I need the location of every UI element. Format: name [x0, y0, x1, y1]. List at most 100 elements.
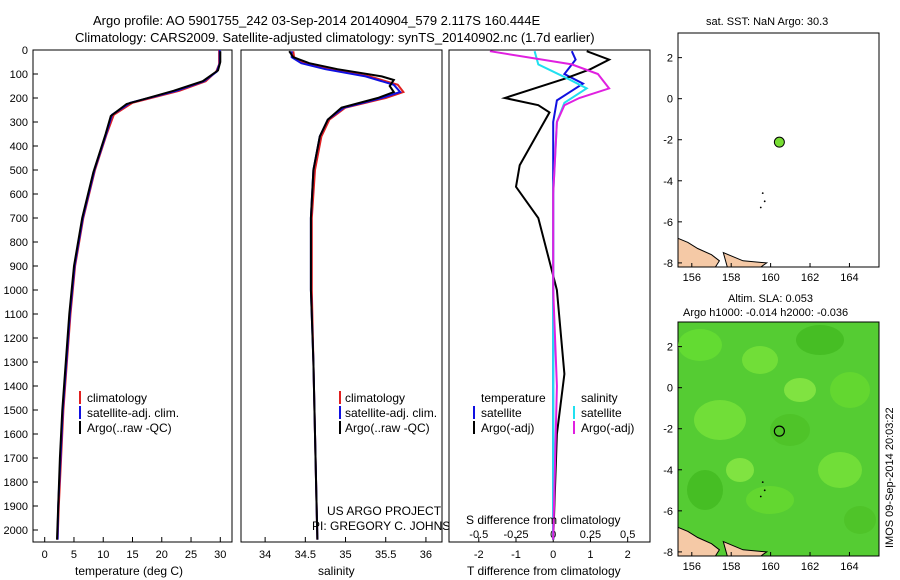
lat-tick-label: -8 [663, 547, 673, 559]
credit-line1: US ARGO PROJECT [327, 504, 442, 518]
sst-map-title: sat. SST: NaN Argo: 30.3 [706, 16, 828, 28]
series-line-black [500, 50, 612, 540]
depth-tick-label: 1000 [4, 285, 28, 297]
salinity-x-axis: 34 34.5 35 35.5 36 [259, 537, 432, 561]
x-tick-label: 35 [339, 549, 351, 561]
sst-map-panel: sat. SST: NaN Argo: 30.3 156 158 160 162 164… [663, 16, 880, 284]
depth-tick-label: 300 [10, 117, 28, 129]
lat-tick-label: -8 [663, 258, 673, 270]
lat-tick-label: -6 [663, 506, 673, 518]
sla-contour-patch [742, 346, 778, 374]
x-tick-label: 1 [587, 549, 593, 561]
salinity-profile-lines [288, 50, 406, 540]
lat-tick-label: -4 [663, 176, 673, 188]
atoll-dot [761, 481, 764, 484]
depth-tick-label: 700 [10, 213, 28, 225]
salinity-legend: climatology satellite-adj. clim. Argo(..… [339, 391, 437, 435]
difference-plot-frame [448, 49, 651, 543]
sla-map-axes: 156 158 160 162 164 2 0 -2 -4 -6 -8 [663, 342, 858, 573]
land-island [722, 251, 769, 268]
lat-tick-label: -4 [663, 465, 673, 477]
sla-contour-patch [687, 470, 723, 510]
x-tick-label: 0 [550, 549, 556, 561]
temperature-legend: climatology satellite-adj. clim. Argo(..… [79, 391, 179, 435]
sla-map-subtitle: Argo h1000: -0.014 h2000: -0.036 [683, 307, 848, 319]
lon-tick-label: 158 [722, 272, 740, 284]
legend-label-climatology: climatology [87, 391, 147, 405]
lon-tick-label: 158 [722, 561, 740, 573]
depth-tick-label: 500 [10, 165, 28, 177]
lat-tick-label: -6 [663, 217, 673, 229]
difference-profile-lines [489, 50, 612, 540]
sla-contour-patch [678, 329, 722, 361]
s-tick-label: -0.25 [503, 529, 528, 541]
sla-map-panel: Altim. SLA: 0.053 Argo h1000: -0.014 h20… [663, 293, 880, 573]
sla-contour-patch [726, 458, 754, 482]
x-tick-label: 10 [97, 549, 109, 561]
atoll-dot [759, 206, 762, 209]
coastline-land [677, 192, 769, 268]
lon-tick-label: 156 [683, 272, 701, 284]
sst-map-frame [677, 32, 880, 268]
x-tick-label: 35.5 [375, 549, 396, 561]
legend-label-t-satellite: satellite [481, 406, 522, 420]
temperature-profile-lines [56, 50, 222, 540]
x-tick-label: 34.5 [295, 549, 316, 561]
s-tick-label: 0.5 [620, 529, 635, 541]
lat-tick-label: 0 [667, 94, 673, 106]
salinity-panel: 34 34.5 35 35.5 36 salinity climatology sate… [240, 49, 468, 578]
x-tick-label: 30 [214, 549, 226, 561]
lon-tick-label: 164 [840, 561, 858, 573]
coastline-land [677, 481, 769, 557]
profile-location-marker [773, 136, 785, 148]
sst-map-axes: 156 158 160 162 164 2 0 -2 -4 -6 -8 [663, 53, 858, 284]
lon-tick-label: 160 [761, 561, 779, 573]
salinity-plot-frame [240, 49, 443, 543]
t-difference-label: T difference from climatology [467, 564, 621, 578]
difference-legend: temperature satellite Argo(-adj) salinit… [473, 391, 634, 435]
lon-tick-label: 162 [801, 272, 819, 284]
side-timestamp-label: IMOS 09-Sep-2014 20:03:22 [884, 407, 896, 548]
depth-tick-label: 1700 [4, 453, 28, 465]
sla-contour-patch [746, 486, 794, 514]
lat-tick-label: -2 [663, 135, 673, 147]
lat-tick-label: 2 [667, 53, 673, 65]
difference-panel: -2 -1 0 1 2 -0.5 -0.25 0 0.25 0.5 S difference f… [448, 49, 651, 578]
lat-tick-label: 0 [667, 383, 673, 395]
depth-tick-label: 1500 [4, 405, 28, 417]
legend-label-climatology: climatology [345, 391, 405, 405]
s-difference-label: S difference from climatology [466, 513, 621, 527]
legend-label-argo: Argo(..raw -QC) [345, 421, 430, 435]
atoll-dot [759, 495, 762, 498]
depth-tick-label: 1100 [4, 309, 28, 321]
x-tick-label: 0 [42, 549, 48, 561]
profile-location-marker [773, 425, 785, 437]
depth-tick-label: 900 [10, 261, 28, 273]
depth-tick-label: 1300 [4, 357, 28, 369]
legend-heading-temperature: temperature [481, 391, 546, 405]
legend-heading-salinity: salinity [581, 391, 618, 405]
depth-tick-label: 800 [10, 237, 28, 249]
sla-contour-patch [844, 506, 876, 534]
depth-axis: 0 100 200 300 400 500 600 700 800 900 1000 1100 1200… [4, 45, 38, 537]
legend-label-t-argo: Argo(-adj) [481, 421, 534, 435]
x-tick-label: 15 [126, 549, 138, 561]
x-tick-label: -1 [511, 549, 521, 561]
atoll-dot [761, 192, 764, 195]
x-tick-label: 36 [420, 549, 432, 561]
salinity-xlabel: salinity [318, 564, 355, 578]
x-tick-label: 25 [185, 549, 197, 561]
legend-label-s-satellite: satellite [581, 406, 622, 420]
series-line-magenta [489, 50, 611, 540]
lon-tick-label: 160 [761, 272, 779, 284]
series-line-black [288, 50, 396, 540]
sla-contour-patch [796, 325, 844, 355]
depth-tick-label: 1600 [4, 429, 28, 441]
legend-label-satellite: satellite-adj. clim. [345, 406, 437, 420]
land-island [722, 540, 769, 557]
lon-tick-label: 162 [801, 561, 819, 573]
series-line-black [56, 51, 222, 540]
s-tick-label: -0.5 [469, 529, 488, 541]
x-tick-label: 20 [156, 549, 168, 561]
sla-heatmap [678, 325, 876, 534]
